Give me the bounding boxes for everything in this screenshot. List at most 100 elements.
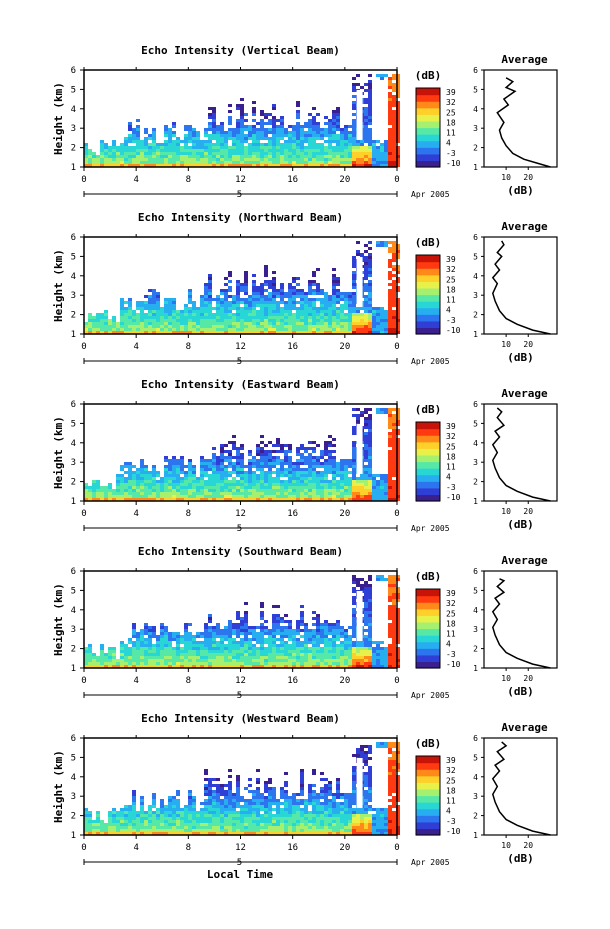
average-y-tick-label: 6 <box>473 233 478 242</box>
x-tick-label: 8 <box>186 509 191 519</box>
colorbar-tick-label: 25 <box>446 776 456 785</box>
colorbar-band <box>416 88 440 96</box>
colorbar-band <box>416 101 440 109</box>
x-tick-label: 20 <box>339 175 350 185</box>
colorbar-band <box>416 327 440 335</box>
colorbar-tick-label: 39 <box>446 255 456 264</box>
colorbar-band <box>416 294 440 302</box>
colorbar-band <box>416 641 440 649</box>
y-tick-label: 2 <box>71 311 76 321</box>
x-tick-label: 8 <box>186 175 191 185</box>
date-marker: 5 <box>237 691 242 701</box>
colorbar-unit: (dB) <box>415 737 442 750</box>
colorbar-band <box>416 808 440 816</box>
colorbar-band <box>416 441 440 449</box>
average-y-tick-label: 2 <box>473 144 478 153</box>
colorbar-band <box>416 94 440 102</box>
colorbar-band <box>416 134 440 142</box>
average-plot: Average 1 2 3 4 5 6 10 20 (dB) <box>473 220 558 364</box>
panel-1: Echo Intensity (Northward Beam)123456Hei… <box>52 211 558 367</box>
heatmap <box>84 408 400 501</box>
colorbar-tick-label: -3 <box>446 817 456 826</box>
y-tick-label: 2 <box>71 478 76 488</box>
y-tick-label: 1 <box>71 330 76 340</box>
average-y-tick-label: 5 <box>473 252 478 261</box>
average-y-tick-label: 4 <box>473 272 478 281</box>
colorbar-tick-label: 4 <box>446 807 451 816</box>
colorbar-tick-label: -10 <box>446 827 461 836</box>
average-profile-line <box>491 407 551 502</box>
average-title: Average <box>501 387 548 400</box>
average-y-tick-label: 1 <box>473 831 478 840</box>
colorbar-tick-label: 32 <box>446 766 456 775</box>
panel-title: Echo Intensity (Westward Beam) <box>141 712 340 725</box>
average-x-label: (dB) <box>507 518 534 531</box>
date-marker: 5 <box>237 858 242 868</box>
average-y-tick-label: 4 <box>473 606 478 615</box>
colorbar-tick-label: -3 <box>446 483 456 492</box>
y-axis-label: Height (km) <box>52 82 65 155</box>
average-plot: Average 1 2 3 4 5 6 10 20 (dB) <box>473 721 558 865</box>
colorbar-tick-label: 18 <box>446 118 456 127</box>
panel-title: Echo Intensity (Northward Beam) <box>138 211 343 224</box>
date-label: Apr 2005 <box>411 357 450 366</box>
colorbar-band <box>416 795 440 803</box>
average-y-tick-label: 1 <box>473 330 478 339</box>
colorbar-tick-label: 18 <box>446 786 456 795</box>
colorbar-band <box>416 494 440 502</box>
colorbar-tick-label: -3 <box>446 149 456 158</box>
y-tick-label: 4 <box>71 606 76 616</box>
colorbar-tick-label: 32 <box>446 599 456 608</box>
colorbar-band <box>416 261 440 269</box>
average-x-tick-label: 10 <box>501 841 511 850</box>
colorbar-band <box>416 608 440 616</box>
y-tick-label: 3 <box>71 625 76 635</box>
y-axis-label: Height (km) <box>52 583 65 656</box>
colorbar-band <box>416 595 440 603</box>
colorbar-band <box>416 802 440 810</box>
x-tick-label: 0 <box>394 342 399 352</box>
y-tick-label: 4 <box>71 272 76 282</box>
colorbar-frame <box>415 87 441 168</box>
colorbar-band <box>416 314 440 322</box>
y-axis-label: Height (km) <box>52 249 65 322</box>
average-x-label: (dB) <box>507 351 534 364</box>
heatmap <box>84 742 400 835</box>
colorbar-tick-label: 4 <box>446 139 451 148</box>
x-tick-label: 0 <box>394 175 399 185</box>
average-x-tick-label: 10 <box>501 340 511 349</box>
x-tick-label: 12 <box>235 843 246 853</box>
average-y-tick-label: 3 <box>473 124 478 133</box>
average-x-label: (dB) <box>507 184 534 197</box>
y-tick-label: 6 <box>71 734 76 744</box>
colorbar-band <box>416 654 440 663</box>
colorbar-band <box>416 788 440 797</box>
average-title: Average <box>501 554 548 567</box>
colorbar-tick-label: -10 <box>446 326 461 335</box>
colorbar-band <box>416 160 440 168</box>
average-x-tick-label: 20 <box>523 674 533 683</box>
average-frame <box>483 403 558 502</box>
panel-4: Echo Intensity (Westward Beam) 12 3 4 5 6 Heig… <box>52 712 558 868</box>
y-tick-label: 6 <box>71 567 76 577</box>
x-tick-label: 12 <box>235 342 246 352</box>
average-x-tick-label: 20 <box>523 340 533 349</box>
x-tick-label: 4 <box>133 342 138 352</box>
colorbar-band <box>416 301 440 309</box>
average-x-tick-label: 20 <box>523 841 533 850</box>
average-title: Average <box>501 53 548 66</box>
x-tick-label: 0 <box>81 342 86 352</box>
y-axis-label: Height (km) <box>52 750 65 823</box>
average-x-label: (dB) <box>507 685 534 698</box>
heatmap <box>84 241 400 334</box>
colorbar-band <box>416 602 440 610</box>
colorbar-tick-label: 39 <box>446 88 456 97</box>
average-y-tick-label: 4 <box>473 105 478 114</box>
average-y-tick-label: 5 <box>473 85 478 94</box>
colorbar-tick-label: 39 <box>446 422 456 431</box>
x-tick-label: 16 <box>287 676 298 686</box>
colorbar-tick-label: 11 <box>446 463 456 472</box>
y-tick-label: 3 <box>71 792 76 802</box>
colorbar-band <box>416 775 440 783</box>
